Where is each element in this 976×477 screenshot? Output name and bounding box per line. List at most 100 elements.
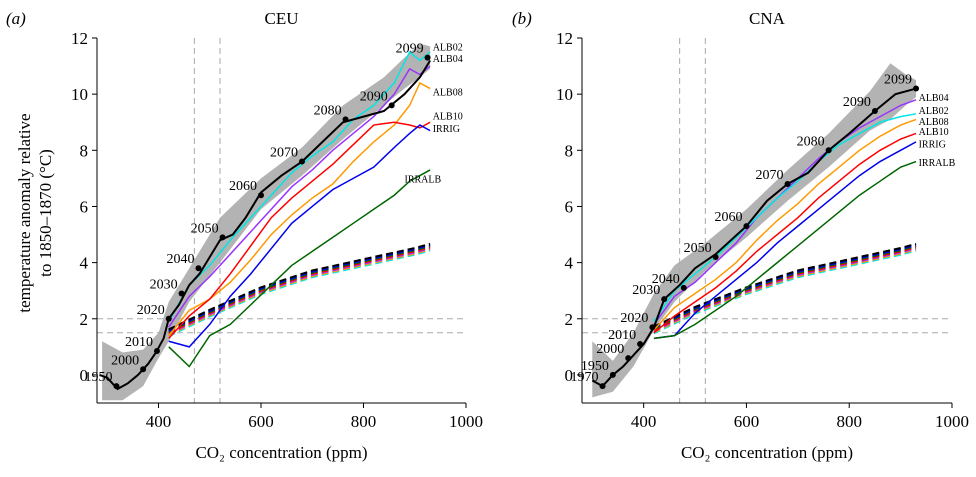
year-marker-point xyxy=(661,296,668,303)
dashed-series-line xyxy=(168,245,431,333)
year-marker-point xyxy=(625,355,632,362)
year-marker-point xyxy=(712,254,719,260)
year-marker-point xyxy=(913,85,920,92)
year-marker-point xyxy=(178,290,185,297)
year-marker-point xyxy=(637,341,644,348)
dashed-series-line xyxy=(168,248,431,336)
year-marker-label: 2090 xyxy=(843,95,871,110)
series-label-irrig: IRRIG xyxy=(433,124,460,135)
series-line-alb08 xyxy=(168,81,431,337)
y-tick-label: 8 xyxy=(565,141,574,160)
dashed-series-line xyxy=(653,245,917,330)
series-line-irralb xyxy=(653,160,917,340)
series-label-alb04: ALB04 xyxy=(433,54,463,65)
year-marker-label: 2080 xyxy=(797,134,825,149)
x-axis-label: CO₂ concentration (ppm) xyxy=(681,443,853,462)
year-marker-label: 2060 xyxy=(714,210,742,225)
series-line-alb02 xyxy=(168,50,431,322)
x-tick-label: 600 xyxy=(734,412,760,431)
year-marker-label: 2050 xyxy=(191,221,219,236)
series-label-alb04: ALB04 xyxy=(919,93,949,104)
series-line-alb10 xyxy=(168,121,431,339)
series-line-alb04 xyxy=(653,99,917,325)
year-marker-label: 2090 xyxy=(360,89,388,104)
y-axis-label-line2: to 1850–1870 (°C) xyxy=(36,149,55,277)
year-marker-label: 2070 xyxy=(270,146,298,161)
year-marker-label: 2060 xyxy=(229,179,257,194)
series-label-alb02: ALB02 xyxy=(919,106,949,117)
series-label-alb10: ALB10 xyxy=(919,127,949,138)
y-tick-label: 10 xyxy=(71,85,88,104)
year-marker-point xyxy=(743,223,750,230)
panel-label: (a) xyxy=(6,9,26,28)
series-label-irralb: IRRALB xyxy=(919,158,956,169)
year-marker-point xyxy=(140,366,147,373)
year-marker-point xyxy=(153,348,160,355)
year-marker-label: 2099 xyxy=(884,73,912,88)
year-marker-point xyxy=(299,158,305,165)
x-tick-label: 800 xyxy=(836,412,862,431)
panel-label: (b) xyxy=(512,9,532,28)
series-line-alb08 xyxy=(653,118,917,331)
spread-band xyxy=(102,43,431,401)
year-marker-point xyxy=(113,383,120,390)
y-tick-label: 2 xyxy=(80,310,89,329)
year-marker-label: 1950 xyxy=(84,370,112,385)
year-marker-point xyxy=(195,265,202,272)
y-tick-label: 6 xyxy=(80,197,89,216)
year-marker-label: 2040 xyxy=(652,272,680,287)
spread-band xyxy=(592,63,917,398)
year-marker-point xyxy=(784,181,791,187)
x-tick-label: 1000 xyxy=(449,412,483,431)
series-label-alb10: ALB10 xyxy=(433,111,463,122)
panel-0: 1950200020102020203020402050206020702080… xyxy=(6,9,483,462)
x-tick-label: 1000 xyxy=(935,412,969,431)
dashed-series-line xyxy=(168,247,431,335)
dashed-series-line xyxy=(168,242,431,331)
year-marker-label: 2099 xyxy=(396,42,424,57)
x-tick-label: 800 xyxy=(351,412,377,431)
y-tick-label: 2 xyxy=(565,310,574,329)
series-label-alb08: ALB08 xyxy=(919,117,949,128)
year-marker-point xyxy=(424,54,431,61)
series-line-irrig xyxy=(653,141,917,340)
year-marker-label: 2030 xyxy=(632,283,660,298)
year-marker-label: 2010 xyxy=(608,328,636,343)
x-tick-label: 600 xyxy=(248,412,274,431)
y-tick-label: 0 xyxy=(565,366,574,385)
year-marker-point xyxy=(825,147,832,154)
year-marker-point xyxy=(258,192,264,199)
panel-title: CNA xyxy=(749,9,786,28)
year-marker-point xyxy=(165,315,172,322)
y-tick-label: 12 xyxy=(556,29,573,48)
dashed-series-line xyxy=(653,243,917,329)
year-marker-label: 2080 xyxy=(314,103,342,118)
year-marker-label: 2040 xyxy=(166,252,194,267)
y-tick-label: 10 xyxy=(556,85,573,104)
year-marker-label: 2070 xyxy=(756,168,784,183)
year-marker-point xyxy=(388,102,395,109)
series-line-irralb xyxy=(168,169,431,368)
series-label-irrig: IRRIG xyxy=(919,140,946,151)
series-label-alb08: ALB08 xyxy=(433,88,463,99)
dashed-series-line xyxy=(168,249,431,338)
year-marker-label: 2000 xyxy=(111,353,139,368)
plot-area xyxy=(582,38,952,403)
year-marker-point xyxy=(342,116,349,123)
year-marker-label: 2020 xyxy=(620,311,648,326)
series-line-irrig xyxy=(168,124,431,348)
year-marker-label: 2000 xyxy=(596,342,624,357)
year-marker-point xyxy=(599,383,606,390)
y-tick-label: 8 xyxy=(80,141,89,160)
panel-title: CEU xyxy=(265,9,299,28)
control-series-line xyxy=(99,59,431,391)
year-marker-point xyxy=(871,108,878,114)
x-axis-label: CO₂ concentration (ppm) xyxy=(195,443,367,462)
year-marker-label: 1970 xyxy=(571,370,599,385)
series-line-alb02 xyxy=(653,113,917,322)
year-marker-point xyxy=(609,371,616,378)
plot-area xyxy=(97,38,466,403)
x-tick-label: 400 xyxy=(146,412,172,431)
